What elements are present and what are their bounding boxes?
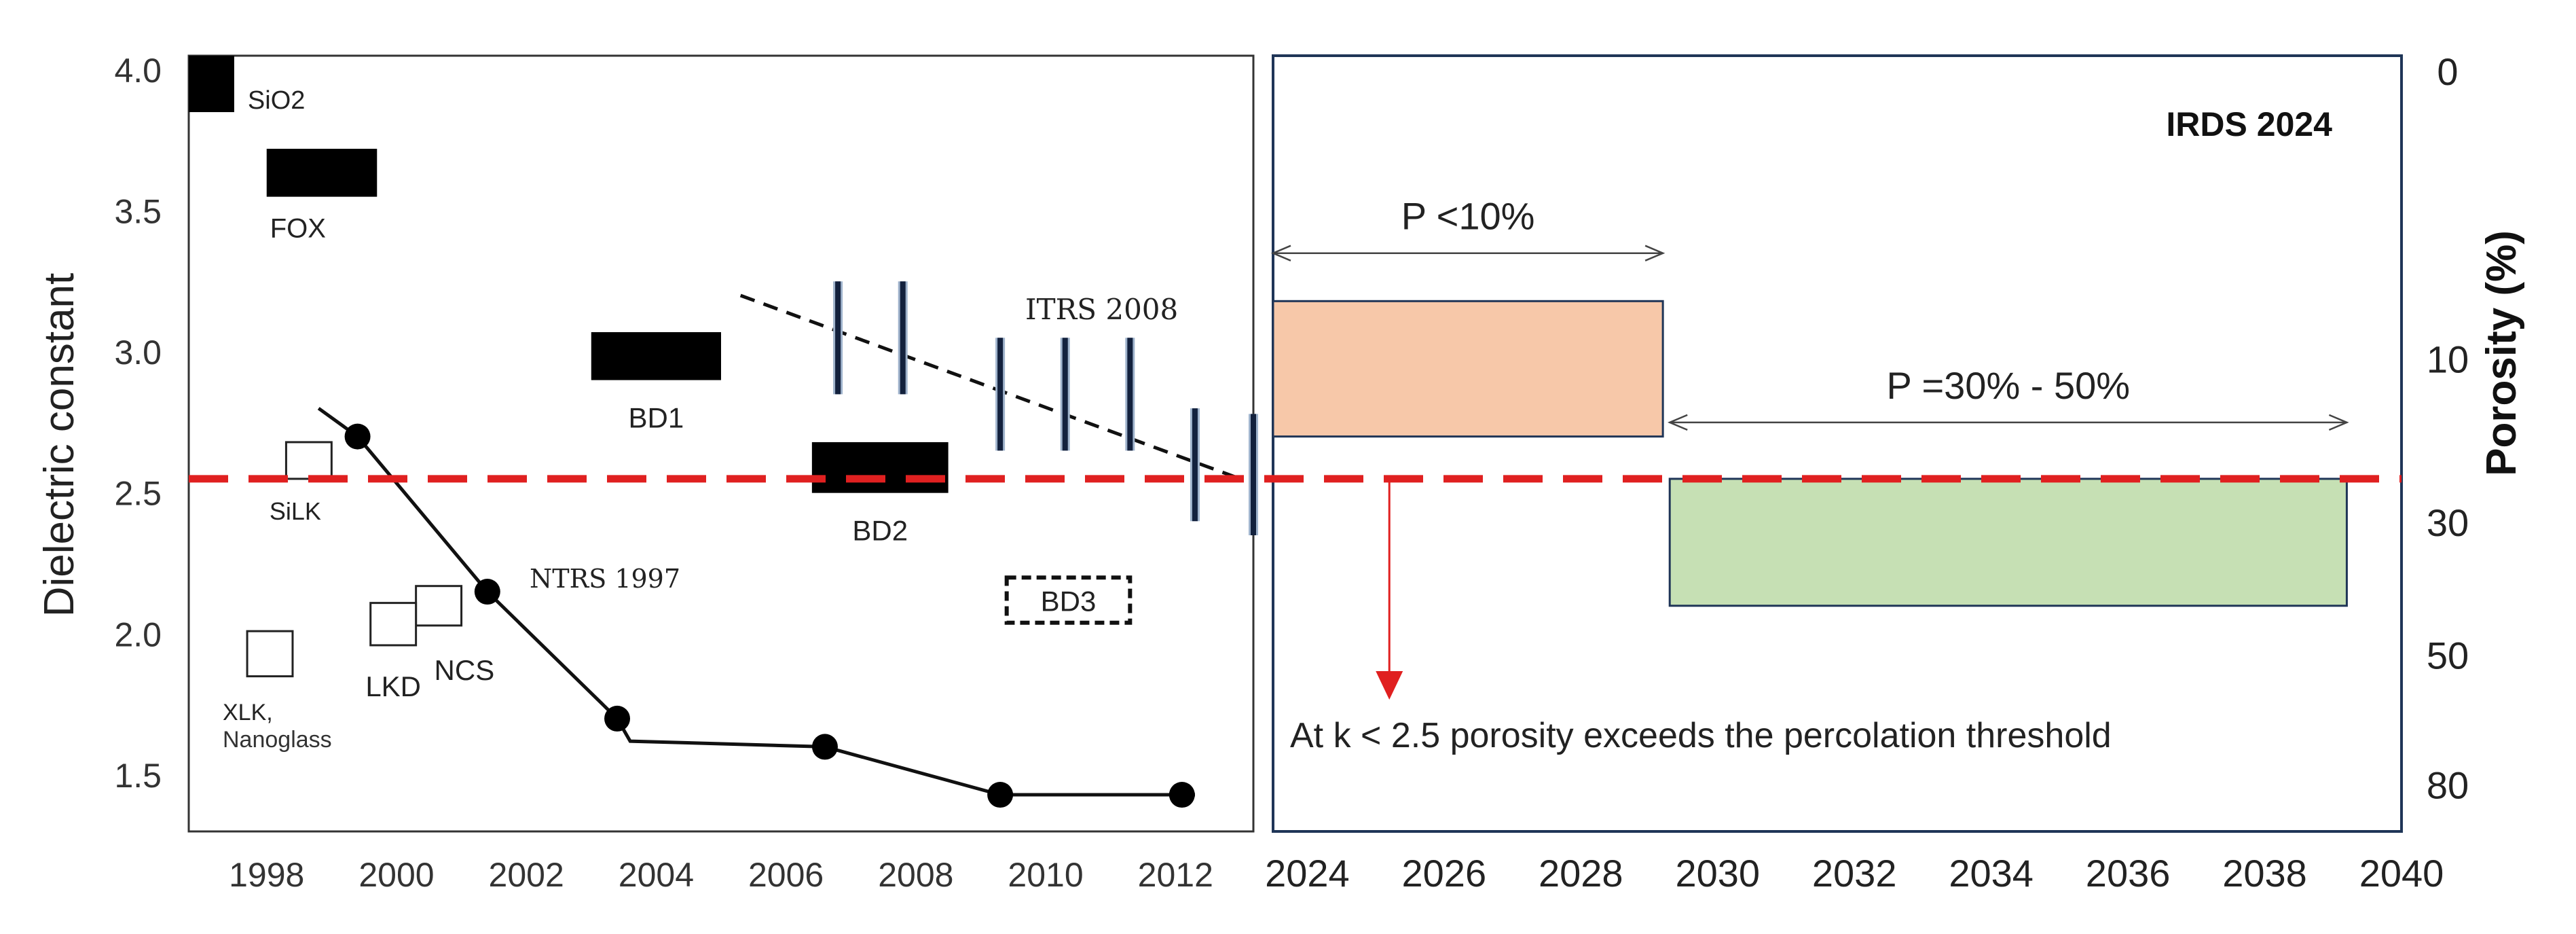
porosity-tick-label: 80 xyxy=(2427,764,2469,806)
ntrs-1997-line xyxy=(317,407,1195,797)
material-ncs-label: NCS xyxy=(435,654,495,686)
ntrs-1997-label: NTRS 1997 xyxy=(530,564,680,594)
right-panel: P <10% P =30% - 50% xyxy=(1270,195,2349,700)
material-ncs-box xyxy=(415,585,463,627)
material-bd1-box xyxy=(591,331,721,380)
x-tick-label: 2002 xyxy=(489,856,564,894)
x-tick-label: 2036 xyxy=(2086,852,2171,895)
porosity-region-1-arrow-head-right xyxy=(1644,245,1666,262)
y-tick-label: 2.0 xyxy=(114,615,162,653)
x-tick-label: 2010 xyxy=(1008,856,1083,894)
x-tick-label: 2034 xyxy=(1949,852,2034,895)
material-bd2-box xyxy=(811,442,949,493)
porosity-tick-label: 30 xyxy=(2427,501,2469,544)
y-axis-label: Dielectric constant xyxy=(36,273,83,617)
percolation-annotation: At k < 2.5 porosity exceeds the percolat… xyxy=(1290,716,2112,755)
itrs-2008-label: ITRS 2008 xyxy=(1025,293,1178,326)
left-panel: SiO2 FOX BD1 BD2 BD3 SiLK NCS LKD XLK, xyxy=(189,56,1258,808)
ntrs-1997-point xyxy=(987,782,1014,808)
porosity-region-2 xyxy=(1668,478,2348,607)
porosity-region-1 xyxy=(1272,300,1664,438)
x-tick-label: 2032 xyxy=(1812,852,1897,895)
x-tick-label: 2000 xyxy=(358,856,434,894)
ntrs-1997-point xyxy=(1169,782,1195,808)
x-tick-label: 1998 xyxy=(229,856,304,894)
material-silk-label: SiLK xyxy=(270,497,321,525)
y-tick-label: 2.5 xyxy=(114,475,162,513)
x-tick-label: 2038 xyxy=(2222,852,2307,895)
porosity-tick-label: 0 xyxy=(2437,50,2458,93)
x-tick-label: 2040 xyxy=(2359,852,2444,895)
x-tick-label: 2028 xyxy=(1539,852,1623,895)
x-tick-label: 2026 xyxy=(1402,852,1487,895)
x-tick-label: 2024 xyxy=(1265,852,1350,895)
x-tick-label: 2012 xyxy=(1138,856,1213,894)
y-tick-label: 3.0 xyxy=(114,334,162,372)
xlk-label-line2: Nanoglass xyxy=(223,727,332,753)
porosity-region-2-arrow-head-right xyxy=(2328,414,2349,431)
ntrs-1997-point xyxy=(474,579,500,605)
percolation-arrow-head xyxy=(1376,671,1403,700)
material-silk-box xyxy=(284,441,333,480)
material-bd2-label: BD2 xyxy=(852,515,908,547)
porosity-axis-label: Porosity (%) xyxy=(2478,230,2525,476)
axis-layer: 1.5 2.0 2.5 3.0 3.5 4.0 1998 2000 2002 2004 2006 20… xyxy=(114,50,2469,895)
material-lkd-box xyxy=(369,602,418,647)
material-fox-box xyxy=(266,149,378,197)
x-tick-label: 2008 xyxy=(878,856,953,894)
right-panel-frame xyxy=(1272,54,2403,833)
x-tick-label: 2030 xyxy=(1675,852,1760,895)
material-lkd-label: LKD xyxy=(365,670,421,702)
material-xlk-label: XLK, xyxy=(223,700,273,725)
y-tick-label: 4.0 xyxy=(114,52,162,90)
ntrs-1997-point xyxy=(604,705,631,732)
ntrs-1997-point xyxy=(811,734,838,760)
material-sio2-label: SiO2 xyxy=(248,86,305,115)
x-tick-label: 2004 xyxy=(619,856,694,894)
ntrs-1997-point xyxy=(344,423,371,450)
y-tick-label: 3.5 xyxy=(114,192,162,230)
porosity-region-1-arrow-head-left xyxy=(1270,245,1291,262)
x-tick-label: 2006 xyxy=(748,856,824,894)
material-bd3-label: BD3 xyxy=(1041,585,1097,617)
itrs-2008-trend-line xyxy=(739,293,1241,481)
material-sio2-box xyxy=(189,56,234,113)
material-fox-label: FOX xyxy=(270,214,326,244)
porosity-tick-label: 10 xyxy=(2427,338,2469,380)
material-bd1-label: BD1 xyxy=(629,402,684,434)
porosity-region-2-arrow-head-left xyxy=(1668,414,1688,431)
porosity-region-1-label: P <10% xyxy=(1401,195,1535,238)
material-xlk-box xyxy=(246,630,294,678)
porosity-region-2-label: P =30% - 50% xyxy=(1887,364,2131,407)
porosity-tick-label: 50 xyxy=(2427,634,2469,677)
right-panel-title: IRDS 2024 xyxy=(2166,105,2332,143)
y-tick-label: 1.5 xyxy=(114,757,162,795)
material-bd3-box xyxy=(1004,575,1133,625)
